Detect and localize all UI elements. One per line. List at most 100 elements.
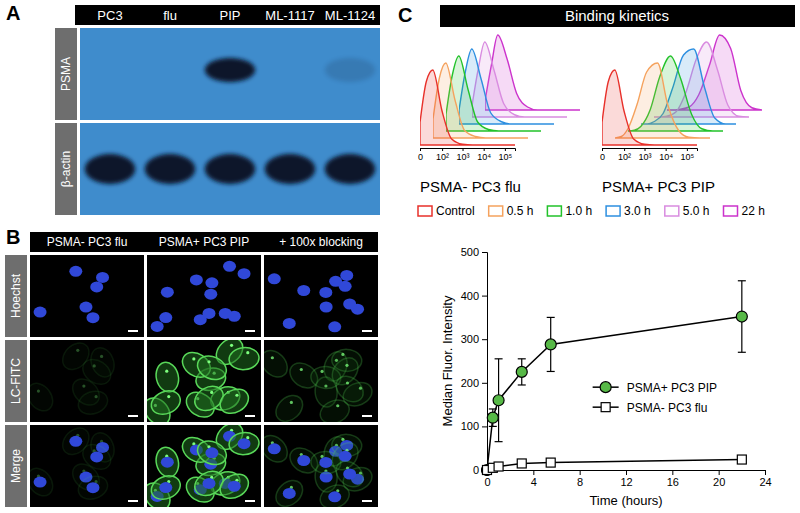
tick: 400 (461, 290, 487, 302)
fitc-cell (331, 371, 368, 407)
tick: 10² (618, 148, 631, 162)
tick-label: 10² (436, 152, 449, 162)
tick-label: 10⁴ (477, 152, 491, 162)
histogram-series (615, 63, 710, 138)
fitc-dot (345, 364, 348, 367)
tick-mark (580, 470, 581, 475)
error-cap (495, 441, 503, 442)
micrograph (147, 255, 261, 337)
micrograph (147, 340, 261, 422)
image-background (264, 255, 378, 337)
row-label: β-actin (59, 151, 73, 187)
micrograph (264, 425, 378, 507)
fitc-cell (30, 463, 58, 500)
nucleus (69, 266, 82, 277)
fitc-cell (75, 472, 111, 503)
tick-mark (533, 470, 534, 475)
nucleus (238, 438, 251, 449)
histogram-curve (615, 63, 710, 138)
nucleus (343, 469, 356, 480)
row-label-box (55, 123, 77, 215)
image-background (147, 255, 261, 337)
nucleus (86, 312, 99, 323)
histogram-series (602, 70, 697, 145)
row-label: Merge (9, 449, 23, 483)
axis: 010²10³10⁴10⁵ (600, 148, 698, 162)
series-line (487, 460, 742, 470)
nucleus (320, 301, 333, 312)
nucleus (343, 299, 356, 310)
axis: 0 100 200 300 400 500 (461, 246, 488, 476)
nucleus (283, 318, 296, 329)
tick-mark (645, 148, 646, 151)
histogram-curve (602, 70, 697, 145)
legend-swatch (606, 206, 620, 216)
tick-mark (442, 148, 443, 151)
tick-mark (765, 470, 766, 475)
tick: 12 (620, 470, 632, 488)
tick-label: 300 (461, 333, 479, 345)
nucleus (283, 488, 296, 499)
legend-swatch (547, 206, 561, 216)
micrograph (30, 425, 144, 507)
tick: 10⁴ (659, 148, 673, 162)
tick: 10³ (639, 148, 652, 162)
tick-label: 0 (473, 464, 479, 476)
lane-label: ML-1117 (265, 8, 314, 23)
plot-area (420, 70, 515, 145)
scale-bar (128, 330, 138, 332)
panel-header (440, 5, 795, 27)
tick-label: 200 (461, 377, 479, 389)
axis-title: Median Fluor. Intensity (440, 295, 455, 426)
fitc-dot (290, 401, 293, 404)
row-label: LC-FITC (9, 358, 23, 404)
band (205, 58, 255, 82)
fitc-dot (165, 370, 168, 373)
scale-bar (128, 500, 138, 502)
fitc-cell (153, 445, 181, 479)
plot-area (482, 281, 748, 476)
marker (494, 462, 503, 471)
fitc-cell (153, 360, 181, 394)
axis-title: Time (hours) (589, 493, 662, 508)
image-background (147, 340, 261, 422)
tick-label: 100 (461, 420, 479, 432)
row-label-box (5, 255, 27, 337)
nucleus (86, 482, 99, 493)
axis-line (488, 471, 766, 476)
marker (517, 459, 526, 468)
error-cap (738, 352, 746, 353)
tick: 10⁵ (499, 148, 513, 162)
fitc-dot (82, 384, 85, 387)
tick-mark (482, 383, 487, 384)
tick-label: 16 (667, 476, 679, 488)
image-background (147, 425, 261, 507)
plot-area (615, 63, 710, 138)
scale-bar (245, 500, 255, 502)
panel-label: B (6, 226, 20, 248)
marker (736, 311, 747, 322)
tick-mark (719, 470, 720, 475)
tick-label: 10⁵ (681, 152, 695, 162)
tick-mark (484, 148, 485, 151)
column-label: PSMA+ PC3 PIP (159, 235, 249, 249)
error-cap (518, 384, 526, 385)
nucleus (238, 268, 251, 279)
fitc-cell (216, 469, 253, 503)
tick-label: 12 (620, 476, 632, 488)
legend-swatch (418, 206, 432, 216)
micrograph (30, 340, 144, 422)
lane-label: PC3 (97, 8, 122, 23)
tick: 10⁵ (681, 148, 695, 162)
nucleus (204, 289, 217, 300)
error-cap (738, 280, 746, 281)
tick: 4 (531, 470, 537, 488)
tick-label: 500 (461, 246, 479, 258)
axis-line (603, 149, 698, 152)
legend: PSMA+ PC3 PIPPSMA- PC3 flu (593, 381, 717, 415)
nucleus (223, 261, 236, 272)
fitc-dot (235, 394, 238, 397)
row-label-box (5, 425, 27, 507)
tick-mark (482, 339, 487, 340)
nucleus (159, 312, 172, 323)
